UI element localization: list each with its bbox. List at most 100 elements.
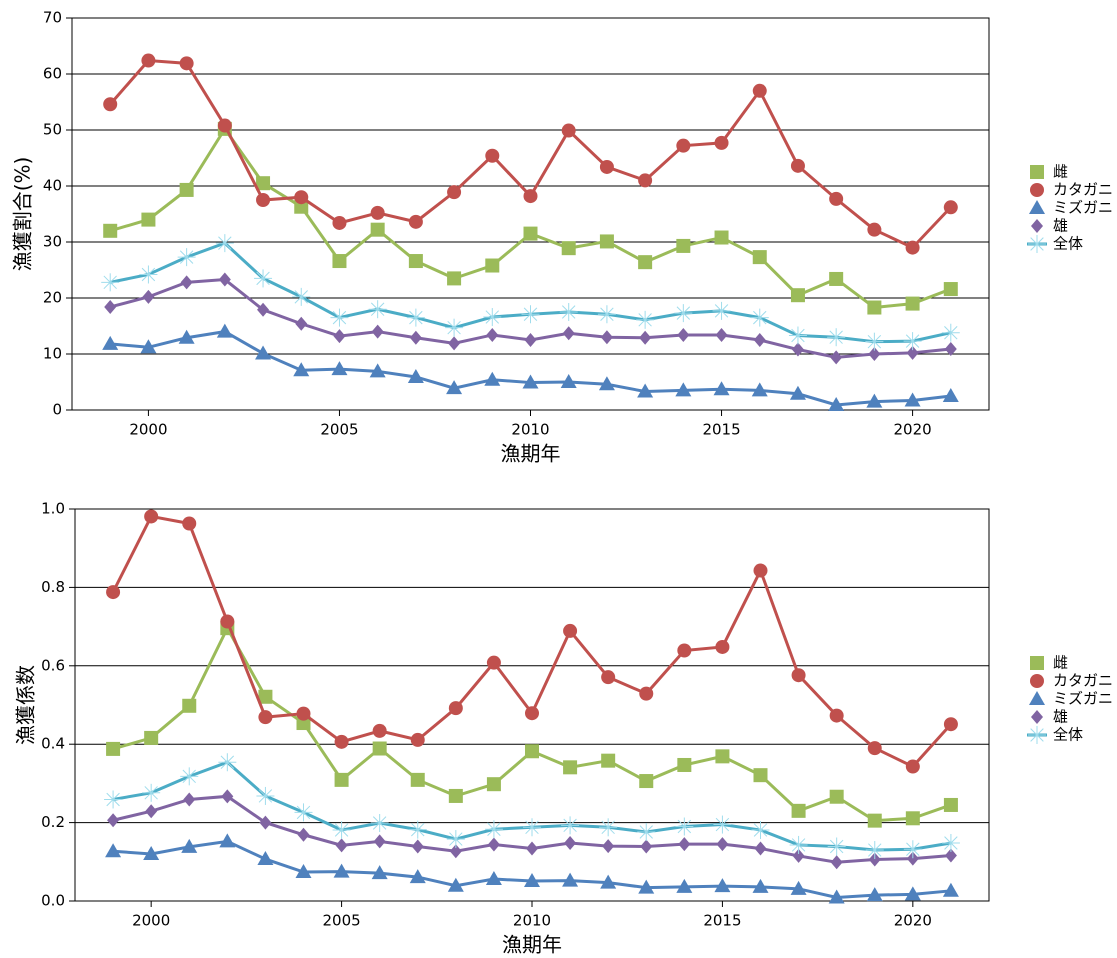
marker bbox=[638, 173, 653, 188]
marker bbox=[485, 871, 502, 886]
marker-stroke bbox=[829, 839, 844, 854]
marker bbox=[408, 214, 423, 229]
legend-label: 全体 bbox=[1053, 726, 1083, 744]
marker-stroke bbox=[563, 818, 577, 833]
y-tick-label: 0.4 bbox=[41, 735, 65, 753]
marker bbox=[866, 887, 883, 902]
legend-item: 雄 bbox=[1031, 217, 1068, 235]
marker bbox=[220, 614, 235, 629]
marker bbox=[407, 368, 424, 383]
marker-stroke bbox=[487, 822, 501, 836]
marker bbox=[867, 222, 882, 237]
marker bbox=[256, 193, 271, 207]
marker bbox=[335, 838, 348, 853]
legend-label: 雌 bbox=[1053, 654, 1068, 672]
marker bbox=[636, 310, 655, 329]
legend-item: カタガニ bbox=[1030, 672, 1113, 690]
marker bbox=[257, 302, 270, 317]
series-line bbox=[111, 514, 953, 769]
marker bbox=[563, 760, 578, 775]
marker bbox=[790, 288, 805, 303]
legend-item: 雌 bbox=[1030, 654, 1068, 672]
marker bbox=[141, 53, 156, 68]
series-line bbox=[109, 241, 952, 344]
y-tick-label: 10 bbox=[43, 345, 62, 363]
marker bbox=[485, 148, 500, 163]
marker bbox=[103, 223, 118, 238]
marker-stroke bbox=[409, 310, 423, 325]
marker bbox=[219, 833, 236, 848]
legend-label: 雄 bbox=[1053, 708, 1068, 726]
x-tick-label: 2005 bbox=[322, 912, 360, 930]
marker bbox=[182, 698, 197, 713]
marker bbox=[559, 303, 578, 321]
marker bbox=[101, 273, 120, 292]
marker-stroke bbox=[106, 792, 120, 807]
marker bbox=[564, 835, 577, 850]
marker bbox=[1030, 674, 1044, 688]
marker-stroke bbox=[103, 275, 117, 290]
marker bbox=[449, 844, 462, 859]
marker bbox=[523, 226, 538, 241]
marker bbox=[905, 240, 920, 255]
marker bbox=[638, 879, 655, 894]
marker-stroke bbox=[791, 328, 805, 343]
marker bbox=[445, 318, 464, 337]
marker-stroke bbox=[715, 817, 730, 832]
marker bbox=[257, 851, 274, 866]
y-tick-label: 20 bbox=[43, 289, 62, 307]
legend-label: ミズガニ bbox=[1053, 199, 1113, 217]
x-tick-label: 2020 bbox=[894, 912, 932, 930]
marker bbox=[406, 308, 425, 327]
marker bbox=[104, 299, 117, 314]
marker bbox=[1030, 165, 1044, 179]
marker bbox=[905, 811, 920, 826]
marker bbox=[408, 820, 427, 839]
marker bbox=[676, 878, 693, 893]
marker bbox=[598, 376, 615, 391]
marker bbox=[254, 269, 273, 288]
x-tick-label: 2015 bbox=[703, 912, 741, 930]
marker-stroke bbox=[218, 236, 232, 250]
marker bbox=[562, 326, 575, 341]
x-axis-title: 漁期年 bbox=[502, 933, 562, 957]
series-line bbox=[112, 624, 952, 823]
marker bbox=[715, 639, 730, 654]
marker bbox=[562, 872, 579, 887]
legend-label: 雌 bbox=[1053, 163, 1068, 181]
marker bbox=[524, 333, 537, 347]
marker bbox=[561, 816, 580, 835]
marker bbox=[713, 381, 730, 396]
marker bbox=[677, 327, 690, 342]
marker bbox=[640, 839, 653, 854]
marker bbox=[372, 723, 387, 738]
y-axis-title: 漁獲係数 bbox=[14, 665, 38, 745]
series-line bbox=[112, 760, 952, 852]
marker-stroke bbox=[753, 823, 768, 837]
marker bbox=[332, 821, 351, 840]
marker bbox=[753, 333, 766, 347]
marker bbox=[177, 248, 196, 267]
marker-stroke bbox=[1030, 237, 1044, 251]
marker-stroke bbox=[220, 755, 235, 769]
y-tick-label: 60 bbox=[43, 65, 62, 83]
marker bbox=[486, 327, 499, 342]
marker bbox=[868, 347, 881, 361]
marker bbox=[676, 238, 691, 253]
y-tick-label: 0.6 bbox=[41, 656, 65, 674]
marker bbox=[255, 345, 272, 360]
marker-stroke bbox=[258, 789, 273, 803]
marker bbox=[218, 753, 237, 772]
legend-label: ミズガニ bbox=[1053, 690, 1113, 708]
marker-stroke bbox=[714, 304, 729, 318]
marker-stroke bbox=[1030, 728, 1044, 742]
marker bbox=[790, 880, 807, 895]
marker bbox=[675, 382, 692, 397]
marker bbox=[865, 841, 884, 860]
marker-stroke bbox=[600, 307, 614, 321]
marker bbox=[370, 222, 385, 237]
marker-stroke bbox=[411, 822, 425, 837]
y-axis-title: 漁獲割合(%) bbox=[11, 157, 35, 272]
marker-stroke bbox=[256, 271, 270, 286]
